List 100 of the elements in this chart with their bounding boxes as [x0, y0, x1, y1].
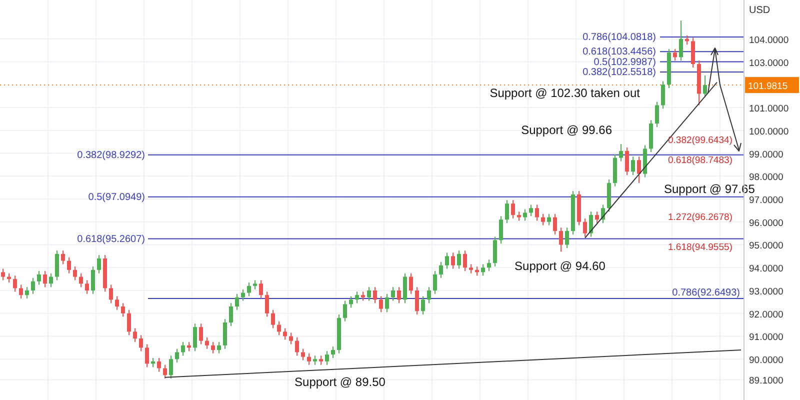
annotation: 1.272(96.2678) — [668, 212, 732, 223]
y-tick-label: 94.0000 — [749, 264, 784, 275]
y-tick-label: 98.0000 — [749, 172, 784, 184]
candlestick — [325, 350, 329, 366]
y-tick-label: 95.0000 — [749, 240, 784, 252]
candlestick — [19, 284, 23, 299]
candlestick — [43, 270, 47, 288]
candlestick — [499, 216, 503, 244]
candlestick — [583, 218, 587, 238]
candlestick — [181, 341, 185, 356]
candlestick — [553, 213, 557, 235]
candlestick — [541, 213, 545, 226]
candlestick — [415, 286, 419, 316]
candlestick — [139, 334, 143, 352]
candlestick — [199, 323, 203, 345]
y-tick-label: 89.1000 — [749, 376, 784, 387]
ref-line-label: 101.9815 — [748, 81, 788, 92]
candlestick — [97, 254, 101, 274]
candlestick — [115, 296, 119, 310]
y-tick-label: 91.0000 — [749, 332, 784, 344]
candlestick — [451, 252, 455, 270]
candlestick — [493, 236, 497, 267]
candlestick — [277, 320, 281, 336]
y-tick-label: 101.0000 — [749, 104, 789, 115]
candlestick — [517, 211, 521, 222]
candlestick — [343, 300, 347, 322]
candlestick — [49, 272, 53, 288]
candlestick — [691, 37, 695, 68]
candlestick — [679, 20, 683, 62]
candlestick — [265, 291, 269, 318]
candlestick — [565, 227, 569, 249]
candlestick — [295, 336, 299, 356]
ref-line-label: 0.618(103.4456) — [582, 46, 656, 58]
candlestick — [427, 286, 431, 304]
candlestick — [133, 328, 137, 342]
candlestick — [61, 250, 65, 265]
annotation: 0.618(98.7483) — [668, 155, 732, 166]
candlestick — [511, 200, 515, 219]
candlestick — [235, 293, 239, 310]
y-tick-label: 103.0000 — [749, 58, 789, 69]
candlestick — [91, 266, 95, 294]
candlestick — [385, 293, 389, 313]
candlestick — [397, 286, 401, 304]
annotation: Support @ 102.30 taken out — [490, 86, 641, 100]
ref-line-label: 0.786(104.0818) — [582, 32, 656, 44]
candlestick — [547, 213, 551, 226]
y-tick-label: 100.0000 — [749, 126, 789, 138]
ref-line-label: 0.786(92.6493) — [672, 288, 740, 299]
candlestick — [481, 264, 485, 276]
annotation: 1.618(94.9555) — [668, 242, 732, 253]
ref-line-label: 0.5(97.0949) — [88, 192, 145, 203]
candlestick — [253, 280, 257, 290]
y-tick-label: 90.0000 — [749, 355, 784, 366]
candlestick — [79, 272, 83, 288]
candlestick — [229, 302, 233, 326]
candlestick — [313, 355, 317, 366]
candlestick — [271, 309, 275, 329]
candlestick — [163, 364, 167, 380]
y-tick-label: 92.0000 — [749, 309, 784, 320]
candlestick — [145, 344, 149, 368]
candlestick — [421, 296, 425, 316]
candlestick — [241, 288, 245, 302]
candlestick — [637, 156, 641, 184]
candlestick — [157, 357, 161, 372]
candlestick — [469, 264, 473, 274]
y-tick-label: 104.0000 — [749, 34, 789, 46]
candlestick — [391, 286, 395, 302]
candlestick — [67, 256, 71, 274]
candlestick — [463, 250, 467, 272]
y-tick-label: 96.0000 — [749, 218, 784, 229]
candlestick — [619, 144, 623, 162]
candlestick — [523, 208, 527, 222]
candlestick — [13, 275, 17, 292]
candlestick — [289, 332, 293, 345]
candlestick — [445, 252, 449, 270]
candlestick — [673, 48, 677, 62]
y-axis-title: USD — [749, 5, 770, 16]
candlestick — [247, 282, 251, 297]
candlestick — [655, 101, 659, 128]
candlestick — [331, 346, 335, 358]
candlestick — [211, 341, 215, 354]
candlestick — [223, 318, 227, 350]
candlestick — [127, 309, 131, 336]
candlestick — [37, 270, 41, 286]
candlestick — [169, 355, 173, 380]
annotation: Support @ 99.66 — [521, 123, 612, 137]
annotation: Support @ 94.60 — [514, 259, 606, 273]
annotation: Support @ 89.50 — [294, 375, 386, 389]
candlestick — [217, 341, 221, 354]
candlestick — [367, 286, 371, 302]
ref-line-label: 0.618(95.2607) — [77, 234, 145, 245]
candlestick — [631, 156, 635, 176]
candlestick — [109, 284, 113, 304]
candlestick — [529, 204, 533, 217]
candlestick — [259, 280, 263, 299]
candlestick — [409, 272, 413, 294]
candlestick — [559, 227, 563, 252]
candlestick — [1, 268, 5, 281]
candlestick — [535, 204, 539, 222]
candlestick — [205, 336, 209, 350]
